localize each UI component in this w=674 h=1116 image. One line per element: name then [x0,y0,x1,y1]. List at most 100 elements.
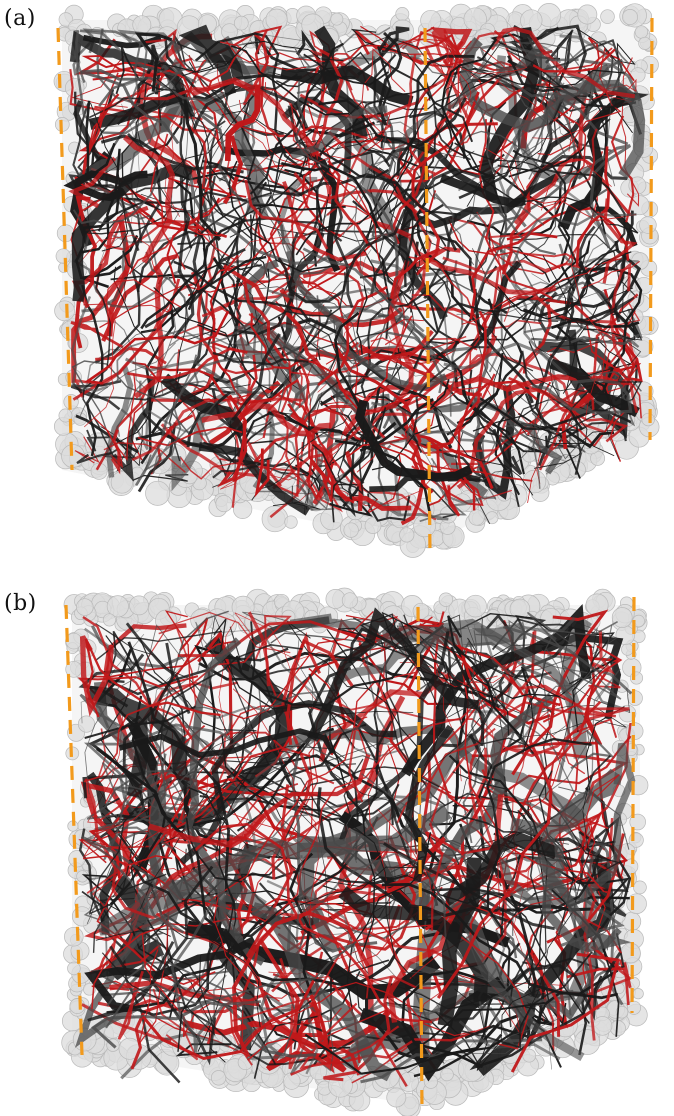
dashed-markers [56,17,654,556]
throat [241,786,416,981]
throat [503,625,633,695]
throat [609,405,631,462]
dashed-markers [64,596,636,1111]
throat [148,377,240,436]
throat [526,611,622,700]
throat [187,181,314,297]
throat [431,30,454,120]
throat [95,747,188,842]
throat [224,84,261,161]
pore-network-render-a [53,3,660,558]
dashed-marker-line [648,17,654,441]
throat [277,208,407,304]
throat [173,260,311,324]
grain [330,12,344,26]
throat [401,604,592,777]
throat [511,212,637,266]
throat [513,89,588,225]
throat [440,628,485,747]
throat [585,322,642,419]
throat [102,328,183,360]
throat [295,137,414,256]
throat [78,653,145,708]
throat [427,397,563,475]
throat [471,96,497,176]
throat [447,615,520,735]
throat [105,279,182,327]
throat [95,630,223,662]
grain [600,9,615,24]
throat [155,643,303,742]
throat [462,681,505,844]
grain [639,216,657,234]
throat [581,260,641,289]
throat [208,380,281,446]
throat [119,842,401,947]
throat [84,705,197,739]
throat [101,952,216,1037]
throat [139,710,414,910]
throat [177,191,273,245]
throat [456,241,605,316]
throat [285,639,355,745]
throat [545,168,626,267]
throat [224,726,365,820]
throat [115,46,190,95]
grain [438,592,454,607]
throat [542,645,623,723]
pore-network [63,24,649,526]
throat [396,55,455,180]
throat [280,161,379,229]
throat [309,337,369,406]
throat [275,699,481,917]
throat [258,882,334,1066]
throat [327,159,371,248]
pore-network [74,604,636,1087]
throat [172,101,247,224]
throat [82,263,115,457]
throat [562,339,632,394]
throat [412,346,490,454]
throat [113,611,291,706]
throat [84,624,185,795]
throat [232,910,370,1058]
throat [224,38,325,63]
throat [103,717,167,861]
throat [185,805,355,989]
throat [454,988,541,1071]
throat [172,32,224,103]
throat [133,264,164,399]
grain [620,942,641,964]
grain [364,517,382,534]
throat [440,380,540,453]
throat [164,610,374,720]
throat [212,351,309,366]
throat [99,284,243,329]
throat [472,248,571,365]
throat [70,295,109,393]
throat [483,47,613,187]
throat [550,276,643,348]
throat [303,53,389,86]
throat [94,753,175,851]
throat [310,462,334,502]
grain [55,248,71,264]
throat [314,25,368,140]
throat [511,609,609,776]
grain [395,7,410,21]
throat [216,420,248,488]
throat [318,99,430,154]
throat [234,229,316,263]
grain [641,412,655,427]
throat [391,154,475,266]
throat [240,92,268,242]
throat [350,260,414,421]
throat [592,630,616,675]
throat [358,329,434,362]
throat [295,855,319,1075]
throat [212,458,270,479]
throat [128,858,280,938]
throat [473,335,490,476]
throat [447,48,614,112]
throat [231,333,281,422]
